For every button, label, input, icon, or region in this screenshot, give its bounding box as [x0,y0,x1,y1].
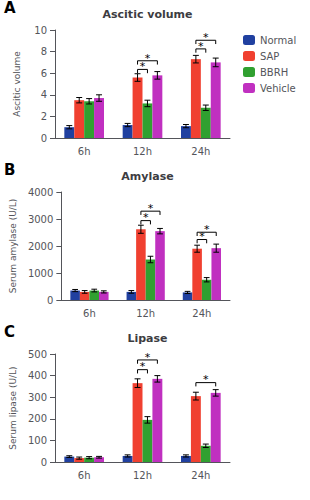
svg-text:100: 100 [28,435,47,446]
svg-text:Normal: Normal [260,35,296,46]
svg-text:6h: 6h [78,146,91,157]
svg-text:*: * [148,202,154,215]
svg-text:Vehicle: Vehicle [260,83,296,94]
svg-text:3000: 3000 [28,214,53,225]
svg-text:4: 4 [41,89,47,100]
svg-text:300: 300 [28,392,47,403]
svg-text:Ascitic volume: Ascitic volume [12,51,22,117]
svg-text:Serum lipase (U/L): Serum lipase (U/L) [8,366,18,449]
svg-text:12h: 12h [133,146,152,157]
svg-text:A: A [4,0,16,17]
svg-text:Serum amylase (U/L): Serum amylase (U/L) [8,199,18,294]
svg-text:0: 0 [41,457,47,468]
svg-text:12h: 12h [133,470,152,481]
svg-text:SAP: SAP [260,51,279,62]
svg-text:*: * [203,31,209,44]
svg-text:0: 0 [41,133,47,144]
svg-text:24h: 24h [192,308,211,319]
svg-text:2000: 2000 [28,241,53,252]
svg-text:B: B [4,161,15,179]
svg-text:24h: 24h [191,470,210,481]
svg-text:*: * [145,351,151,364]
svg-text:10: 10 [34,25,47,36]
svg-text:Lipase: Lipase [127,332,167,345]
svg-text:*: * [204,223,210,236]
svg-text:200: 200 [28,413,47,424]
svg-text:C: C [4,323,15,341]
svg-text:24h: 24h [191,146,210,157]
svg-text:6h: 6h [83,308,96,319]
svg-text:BBRH: BBRH [260,67,288,78]
svg-text:500: 500 [28,349,47,360]
svg-text:Amylase: Amylase [121,170,173,183]
svg-text:Ascitic volume: Ascitic volume [103,8,193,21]
svg-text:0: 0 [47,295,53,306]
svg-text:400: 400 [28,370,47,381]
svg-text:2: 2 [41,111,47,122]
svg-text:1000: 1000 [28,268,53,279]
svg-text:4000: 4000 [28,187,53,198]
svg-text:6h: 6h [78,470,91,481]
svg-text:*: * [145,52,151,65]
svg-text:6: 6 [41,68,47,79]
svg-text:12h: 12h [136,308,155,319]
svg-text:*: * [203,373,209,386]
svg-text:8: 8 [41,46,47,57]
